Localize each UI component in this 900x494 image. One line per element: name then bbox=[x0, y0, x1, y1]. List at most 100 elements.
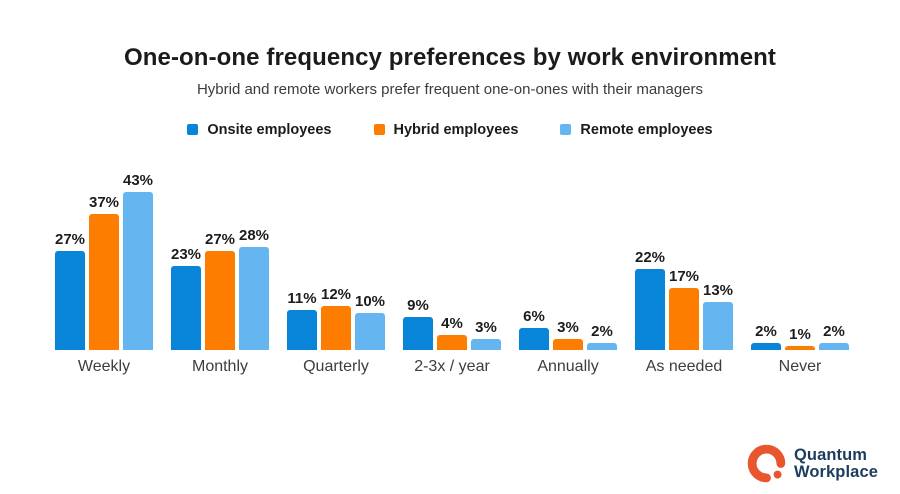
bar bbox=[321, 306, 351, 350]
category-label: Quarterly bbox=[303, 358, 369, 375]
brand-name-line2: Workplace bbox=[793, 462, 878, 481]
category-label: As needed bbox=[645, 358, 723, 375]
bar-value-label: 11% bbox=[287, 290, 317, 307]
bar-column: 11% bbox=[287, 290, 317, 350]
legend-label: Remote employees bbox=[580, 122, 713, 138]
quantum-workplace-logo-icon bbox=[747, 444, 786, 483]
bar bbox=[89, 214, 119, 350]
bar-value-label: 2% bbox=[823, 323, 845, 340]
bar bbox=[635, 269, 665, 350]
bar-value-label: 22% bbox=[634, 249, 666, 266]
bar-group: 27% 37% 43% Weekly bbox=[46, 171, 162, 376]
bar bbox=[123, 192, 153, 350]
bar-column: 1% bbox=[785, 326, 815, 350]
chart-card: One-on-one frequency preferences by work… bbox=[0, 44, 900, 494]
bar-column: 3% bbox=[471, 319, 501, 350]
bar-column: 9% bbox=[403, 297, 433, 350]
legend-swatch bbox=[187, 123, 199, 135]
bar-value-label: 27% bbox=[54, 231, 86, 248]
category-label: 2-3x / year bbox=[414, 358, 490, 375]
bar-value-label: 13% bbox=[702, 282, 734, 299]
legend-label: Onsite employees bbox=[207, 122, 332, 138]
legend-item: Onsite employees bbox=[187, 122, 332, 138]
bar-value-label: 3% bbox=[475, 319, 497, 336]
bar-group: 2% 1% 2% Never bbox=[742, 171, 858, 376]
brand-logo: Quantum Workplace bbox=[746, 443, 878, 484]
legend: Onsite employees Hybrid employees Remote e… bbox=[0, 122, 900, 138]
bar-triplet: 27% 37% 43% bbox=[55, 171, 153, 350]
plot-area: 27% 37% 43% Weekly 23% 27% 28% Monthly 11% 12% 10%… bbox=[46, 171, 858, 376]
bar bbox=[205, 251, 235, 350]
category-label: Monthly bbox=[191, 358, 249, 375]
bar bbox=[403, 317, 433, 350]
bar-column: 27% bbox=[55, 231, 85, 350]
bar-column: 10% bbox=[355, 293, 385, 350]
bar bbox=[355, 313, 385, 350]
bar-value-label: 12% bbox=[320, 286, 352, 303]
bar-value-label: 28% bbox=[238, 227, 270, 244]
legend-swatch bbox=[560, 123, 572, 135]
bar bbox=[171, 266, 201, 350]
category-label: Never bbox=[778, 358, 822, 375]
bar-column: 4% bbox=[437, 315, 467, 350]
chart-title: One-on-one frequency preferences by work… bbox=[123, 44, 777, 71]
bar bbox=[239, 247, 269, 350]
bar-group: 23% 27% 28% Monthly bbox=[162, 171, 278, 376]
category-label: Annually bbox=[537, 358, 599, 375]
bar bbox=[751, 343, 781, 350]
bar-column: 13% bbox=[703, 282, 733, 350]
bar-column: 2% bbox=[587, 323, 617, 350]
bar-column: 27% bbox=[205, 231, 235, 350]
bar-value-label: 17% bbox=[668, 268, 700, 285]
brand-name-line1: Quantum bbox=[793, 445, 868, 464]
bar-triplet: 11% 12% 10% bbox=[287, 171, 385, 350]
bar-group: 22% 17% 13% As needed bbox=[626, 171, 742, 376]
bar-triplet: 2% 1% 2% bbox=[751, 171, 849, 350]
bar bbox=[703, 302, 733, 350]
bar-group: 11% 12% 10% Quarterly bbox=[278, 171, 394, 376]
bar-value-label: 2% bbox=[591, 323, 613, 340]
bar-value-label: 9% bbox=[407, 297, 429, 314]
bar-value-label: 3% bbox=[557, 319, 579, 336]
bar-value-label: 23% bbox=[170, 246, 202, 263]
bar-column: 2% bbox=[751, 323, 781, 350]
bar bbox=[437, 335, 467, 350]
bar-triplet: 6% 3% 2% bbox=[519, 171, 617, 350]
legend-label: Hybrid employees bbox=[393, 122, 519, 138]
bar-group: 9% 4% 3% 2-3x / year bbox=[394, 171, 510, 376]
bar bbox=[553, 339, 583, 350]
bar-triplet: 23% 27% 28% bbox=[171, 171, 269, 350]
bar bbox=[819, 343, 849, 350]
brand-name: Quantum Workplace bbox=[793, 445, 878, 481]
bar-value-label: 2% bbox=[755, 323, 777, 340]
bar bbox=[55, 251, 85, 350]
bar bbox=[471, 339, 501, 350]
bar-value-label: 6% bbox=[523, 308, 545, 325]
legend-swatch bbox=[373, 123, 385, 135]
bar-triplet: 22% 17% 13% bbox=[635, 171, 733, 350]
logo-dot bbox=[773, 470, 782, 479]
chart-subtitle: Hybrid and remote workers prefer frequen… bbox=[196, 81, 704, 98]
bar-column: 43% bbox=[123, 172, 153, 350]
bar-column: 6% bbox=[519, 308, 549, 350]
bar-column: 28% bbox=[239, 227, 269, 350]
bar-column: 2% bbox=[819, 323, 849, 350]
bar bbox=[587, 343, 617, 350]
legend-item: Hybrid employees bbox=[373, 122, 519, 138]
bar-column: 3% bbox=[553, 319, 583, 350]
bar-column: 37% bbox=[89, 194, 119, 350]
bar-value-label: 1% bbox=[789, 326, 811, 343]
bar-value-label: 37% bbox=[88, 194, 120, 211]
bar-column: 23% bbox=[171, 246, 201, 350]
bar bbox=[785, 346, 815, 350]
bar-value-label: 27% bbox=[204, 231, 236, 248]
bar-group: 6% 3% 2% Annually bbox=[510, 171, 626, 376]
bar-value-label: 43% bbox=[122, 172, 154, 189]
bar bbox=[669, 288, 699, 350]
bar-value-label: 10% bbox=[354, 293, 386, 310]
bar bbox=[519, 328, 549, 350]
bar-triplet: 9% 4% 3% bbox=[403, 171, 501, 350]
category-label: Weekly bbox=[77, 358, 131, 375]
bar bbox=[287, 310, 317, 350]
bar-value-label: 4% bbox=[441, 315, 463, 332]
